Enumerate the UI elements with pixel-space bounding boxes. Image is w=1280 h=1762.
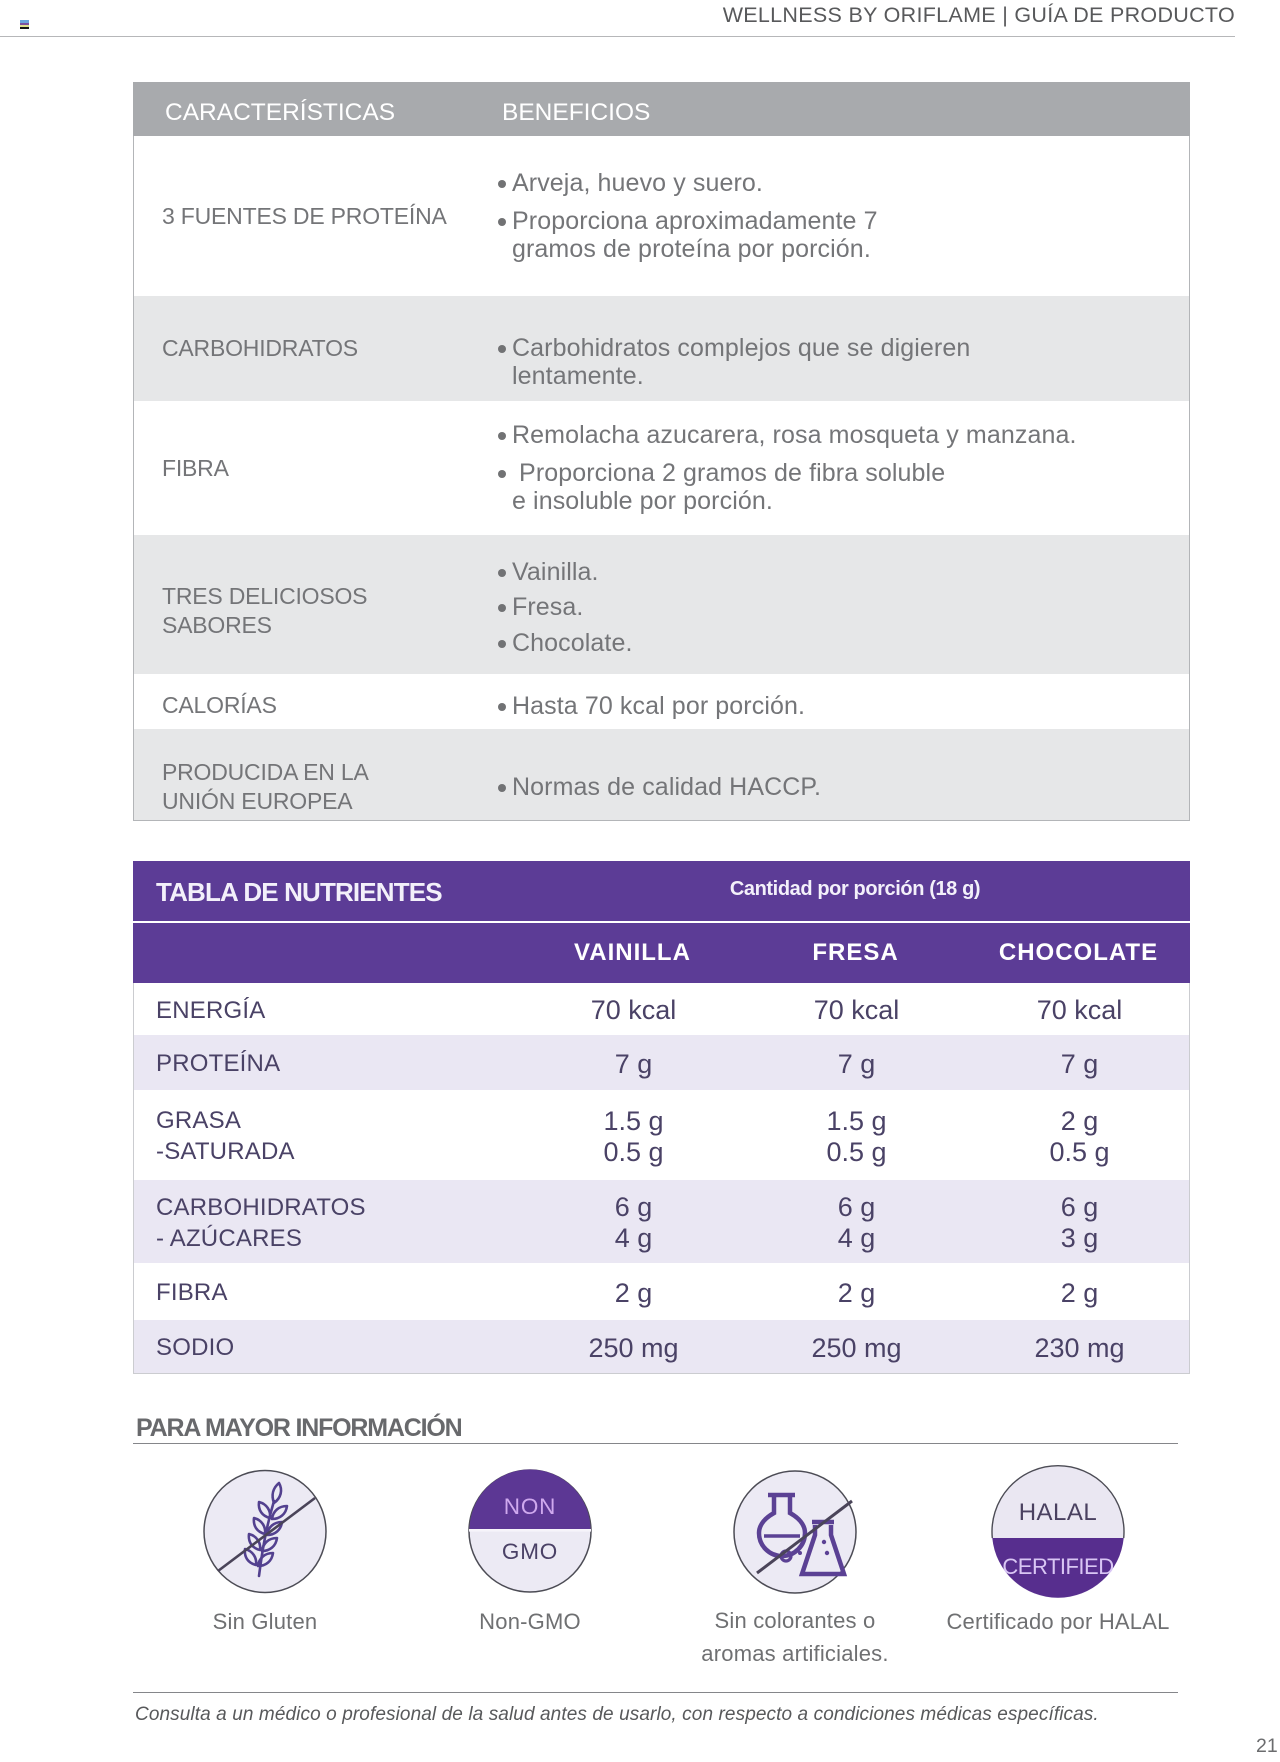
svg-text:HALAL: HALAL — [1019, 1499, 1098, 1526]
svg-text:GMO: GMO — [502, 1539, 558, 1564]
svg-text:NON: NON — [504, 1494, 556, 1519]
svg-text:CERTIFIED: CERTIFIED — [1002, 1554, 1113, 1579]
